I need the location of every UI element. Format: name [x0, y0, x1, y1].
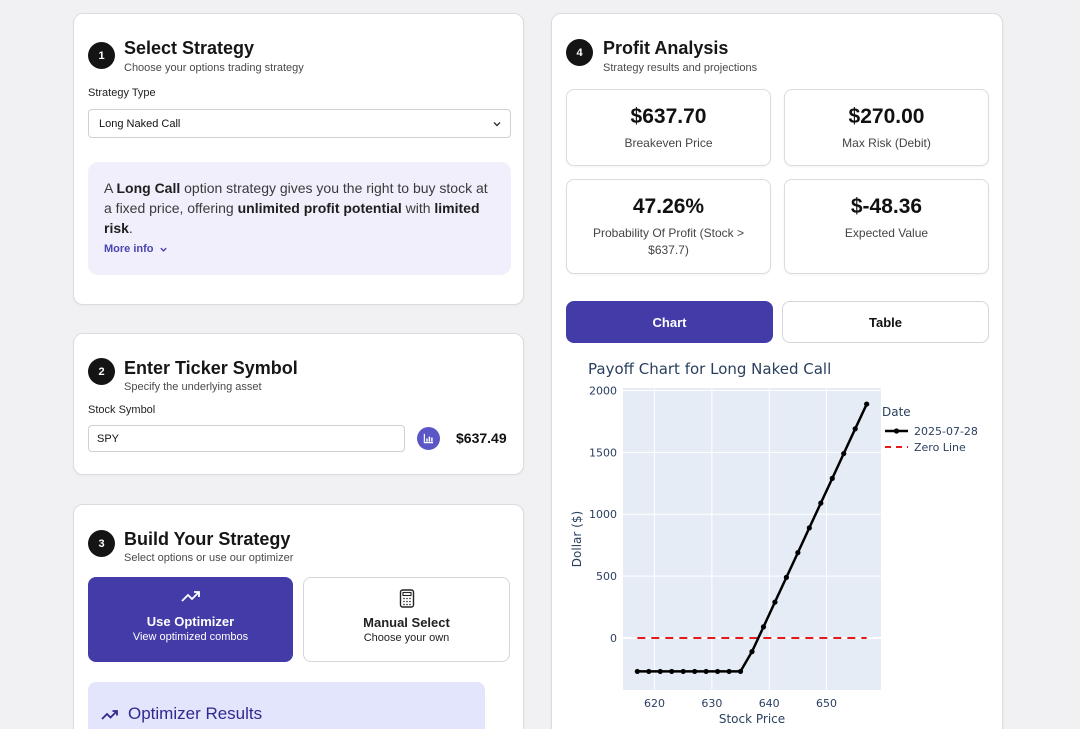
stat-value: 47.26%	[632, 195, 705, 218]
strategy-card-subtitle: Choose your options trading strategy	[124, 62, 304, 74]
strategy-type-label: Strategy Type	[88, 87, 156, 99]
x-tick-label: 620	[644, 697, 665, 710]
data-point	[760, 624, 767, 630]
more-info-link[interactable]: More info	[104, 243, 168, 255]
strategy-type-value: Long Naked Call	[99, 117, 181, 130]
bar-chart-icon	[423, 433, 434, 444]
ticker-card-subtitle: Specify the underlying asset	[124, 381, 262, 393]
strategy-description: A Long Call option strategy gives you th…	[104, 180, 488, 236]
probability-of-profit-stat: 47.26% Probability Of Profit (Stock > $6…	[566, 179, 771, 274]
step-number-3: 3	[88, 530, 115, 557]
legend-title: Date	[882, 405, 911, 419]
legend-label-zero-line: Zero Line	[914, 441, 966, 454]
data-point	[737, 668, 744, 675]
more-info-label: More info	[104, 243, 154, 255]
strategy-card-title: Select Strategy	[124, 38, 255, 58]
data-point	[726, 668, 732, 675]
y-axis-label: Dollar ($)	[570, 511, 584, 567]
ticker-card: 2 Enter Ticker Symbol Specify the underl…	[73, 333, 524, 475]
data-point	[669, 668, 675, 675]
data-point	[829, 475, 835, 481]
y-tick-label: 2000	[589, 384, 617, 397]
profit-analysis-card: 4 Profit Analysis Strategy results and p…	[551, 13, 1003, 729]
data-point	[783, 574, 789, 580]
step-number-1: 1	[88, 42, 115, 69]
data-point	[657, 668, 663, 675]
stat-label: Max Risk (Debit)	[842, 136, 931, 150]
chevron-down-icon	[493, 122, 501, 127]
data-point	[680, 668, 686, 675]
chevron-down-icon	[159, 247, 167, 252]
payoff-chart: Payoff Chart for Long Naked Call 620 630 64…	[570, 360, 978, 726]
tab-table[interactable]: Table	[782, 301, 989, 343]
manual-select-subtitle: Choose your own	[363, 632, 450, 644]
stat-value: $-48.36	[850, 195, 923, 218]
legend-label-2025-07-28: 2025-07-28	[914, 425, 978, 438]
stat-label: Breakeven Price	[624, 136, 713, 150]
stat-value: $270.00	[848, 105, 925, 128]
legend-marker	[893, 428, 900, 434]
plot-background	[623, 388, 881, 690]
ticker-input[interactable]: SPY	[88, 425, 405, 452]
step-number-4: 4	[566, 39, 593, 66]
strategy-info-box: A Long Call option strategy gives you th…	[88, 162, 511, 275]
build-strategy-card: 3 Build Your Strategy Select options or …	[73, 504, 524, 729]
data-point	[715, 668, 721, 675]
step-number-2: 2	[88, 358, 115, 385]
strategy-card: 1 Select Strategy Choose your options tr…	[73, 13, 524, 305]
data-point	[646, 668, 652, 675]
optimizer-results-title: Optimizer Results	[128, 704, 263, 723]
stat-label: Probability Of Profit (Stock > $637.7)	[592, 226, 745, 257]
data-point	[703, 668, 709, 675]
stat-label: Expected Value	[844, 226, 929, 240]
trending-up-icon	[101, 710, 118, 720]
trending-up-icon	[180, 591, 200, 602]
data-point	[841, 450, 847, 457]
y-tick-label: 0	[610, 632, 617, 645]
data-point	[772, 599, 778, 605]
use-optimizer-subtitle: View optimized combos	[132, 631, 249, 643]
data-point	[806, 525, 812, 531]
data-point	[634, 668, 640, 675]
data-point	[749, 649, 755, 655]
data-point	[795, 550, 801, 556]
build-card-title: Build Your Strategy	[124, 529, 291, 549]
use-optimizer-button[interactable]: Use Optimizer View optimized combos	[88, 577, 293, 662]
x-tick-label: 630	[701, 697, 722, 710]
data-point	[818, 500, 824, 506]
build-card-subtitle: Select options or use our optimizer	[124, 552, 294, 564]
data-point	[864, 401, 870, 407]
y-tick-label: 500	[596, 570, 617, 583]
y-tick-label: 1500	[589, 446, 617, 459]
tab-chart[interactable]: Chart	[566, 301, 773, 343]
stat-value: $637.70	[630, 105, 707, 128]
quote-button[interactable]	[417, 427, 440, 450]
profit-card-title: Profit Analysis	[603, 38, 729, 58]
expected-value-stat: $-48.36 Expected Value	[784, 179, 989, 274]
manual-select-title: Manual Select	[363, 615, 450, 630]
stock-symbol-label: Stock Symbol	[88, 404, 156, 416]
calculator-icon	[399, 589, 414, 608]
profit-card-subtitle: Strategy results and projections	[603, 62, 758, 74]
x-tick-label: 650	[816, 697, 837, 710]
data-point	[852, 426, 858, 432]
breakeven-stat: $637.70 Breakeven Price	[566, 89, 771, 166]
current-price: $637.49	[456, 430, 507, 446]
chart-title: Payoff Chart for Long Naked Call	[588, 360, 831, 378]
manual-select-button[interactable]: Manual Select Choose your own	[303, 577, 510, 662]
max-risk-stat: $270.00 Max Risk (Debit)	[784, 89, 989, 166]
use-optimizer-title: Use Optimizer	[146, 614, 235, 629]
ticker-card-title: Enter Ticker Symbol	[124, 358, 298, 378]
y-tick-label: 1000	[589, 508, 617, 521]
x-tick-label: 640	[759, 697, 780, 710]
strategy-type-select[interactable]: Long Naked Call	[88, 109, 511, 138]
x-axis-label: Stock Price	[719, 712, 785, 726]
optimizer-results-panel: Optimizer Results	[88, 682, 485, 729]
data-point	[692, 668, 698, 675]
